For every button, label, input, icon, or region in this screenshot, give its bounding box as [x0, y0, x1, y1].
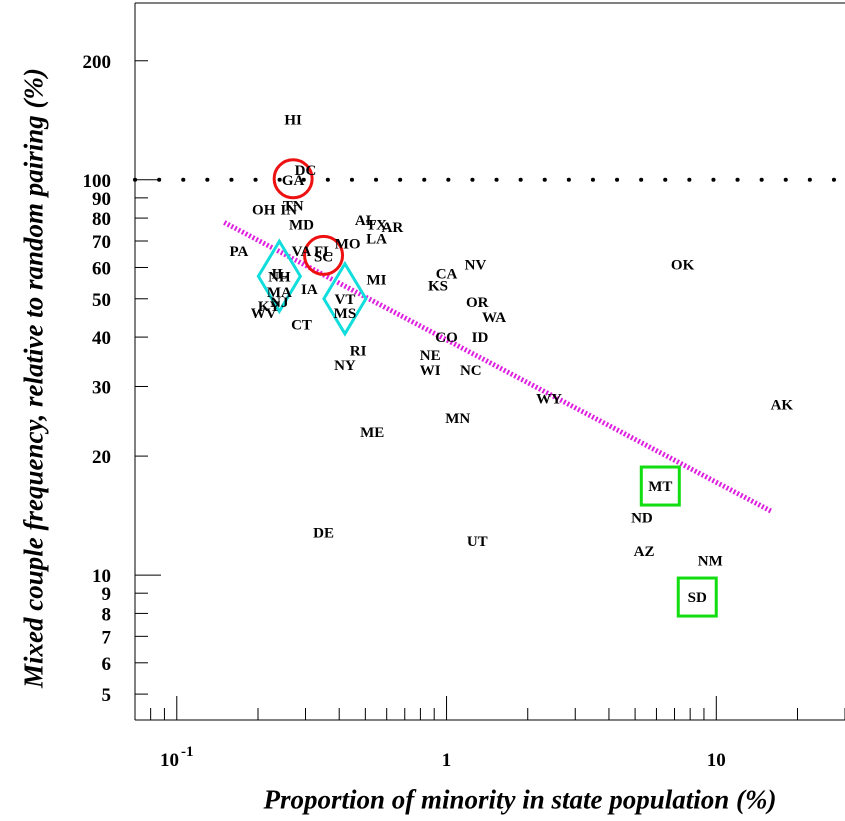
point-label-tx: TX	[366, 218, 387, 234]
marker-layer	[256, 158, 718, 618]
y-tick-label: 70	[92, 232, 111, 253]
y-tick-label: 7	[102, 627, 112, 648]
y-tick-label: 80	[92, 209, 111, 230]
point-label-la: LA	[366, 232, 387, 248]
x-tick-label: 10 -1	[160, 744, 194, 771]
point-label-wv: WV	[251, 306, 277, 322]
point-label-ma: MA	[267, 285, 292, 301]
y-tick-label: 30	[92, 377, 111, 398]
point-label-md: MD	[289, 218, 314, 234]
point-label-fl: FL	[314, 244, 333, 260]
point-label-id: ID	[472, 330, 489, 346]
point-label-wa: WA	[482, 310, 506, 326]
circle-marker-ga	[272, 158, 314, 200]
point-label-de: DE	[313, 526, 334, 542]
point-label-mn: MN	[445, 411, 470, 427]
diamond-marker-vt	[322, 260, 368, 337]
square-marker-mt	[639, 465, 681, 507]
circle-marker-sc	[303, 234, 345, 276]
point-label-ia: IA	[301, 282, 318, 298]
point-label-ne: NE	[420, 348, 441, 364]
point-label-ca: CA	[436, 266, 458, 282]
point-label-oh: OH	[252, 203, 276, 219]
point-label-nh: NH	[268, 269, 291, 285]
point-label-nm: NM	[698, 553, 723, 569]
fit-line	[223, 220, 773, 514]
point-label-mi: MI	[367, 272, 387, 288]
y-tick-label: 90	[92, 189, 111, 210]
x-axis-title: Proportion of minority in state populati…	[263, 784, 777, 815]
point-label-in: IN	[280, 203, 297, 219]
y-tick-label: 60	[92, 258, 111, 279]
y-tick-label: 6	[102, 654, 112, 675]
y-tick-label: 50	[92, 290, 111, 311]
point-label-ak: AK	[771, 398, 794, 414]
point-label-mo: MO	[335, 236, 361, 252]
point-label-dc: DC	[295, 163, 317, 179]
point-label-co: CO	[435, 330, 458, 346]
y-tick-label: 100	[83, 171, 112, 192]
point-label-sc: SC	[314, 249, 333, 265]
point-label-ms: MS	[334, 306, 357, 322]
point-label-wy: WY	[536, 391, 562, 407]
point-label-or: OR	[466, 295, 489, 311]
point-label-nv: NV	[465, 258, 487, 274]
point-label-me: ME	[360, 425, 384, 441]
point-label-sd: SD	[688, 590, 707, 606]
point-label-hi: HI	[284, 113, 302, 129]
plot-frame	[134, 2, 845, 721]
point-label-wi: WI	[420, 363, 441, 379]
point-label-nd: ND	[631, 510, 653, 526]
point-label-ok: OK	[671, 258, 695, 274]
point-label-nc: NC	[460, 363, 482, 379]
point-label-ny: NY	[334, 358, 356, 374]
point-label-il: IL	[271, 266, 287, 282]
x-axis: 10 -1 1 10	[134, 696, 845, 771]
y-tick-label: 40	[92, 328, 111, 349]
point-label-ky: KY	[258, 299, 281, 315]
point-label-ri: RI	[350, 343, 367, 359]
point-label-ga: GA	[282, 173, 305, 189]
point-label-pa: PA	[230, 244, 249, 260]
y-tick-label: 5	[102, 685, 112, 706]
x-tick-label: 1	[442, 750, 452, 771]
point-label-ks: KS	[428, 279, 448, 295]
square-marker-sd	[676, 576, 718, 618]
y-tick-label: 20	[92, 447, 111, 468]
fit-line-layer	[223, 220, 773, 514]
point-label-tn: TN	[283, 199, 304, 215]
x-tick-label: 10	[707, 750, 726, 771]
y-tick-label: 200	[83, 52, 112, 73]
point-label-al: AL	[355, 213, 376, 229]
y-tick-label: 9	[102, 584, 112, 605]
point-label-az: AZ	[634, 544, 655, 560]
y-tick-label: 8	[102, 604, 112, 625]
point-label-ct: CT	[291, 318, 312, 334]
diamond-marker-nh	[256, 238, 303, 315]
point-label-nj: NJ	[270, 295, 289, 311]
y-axis-title: Mixed couple frequency, relative to rand…	[18, 68, 49, 688]
point-label-ar: AR	[382, 220, 404, 236]
point-label-va: VA	[292, 244, 312, 260]
point-label-vt: VT	[334, 292, 355, 308]
point-label-ut: UT	[467, 534, 488, 550]
y-tick-label: 10	[92, 566, 111, 587]
point-label-mt: MT	[648, 479, 672, 495]
